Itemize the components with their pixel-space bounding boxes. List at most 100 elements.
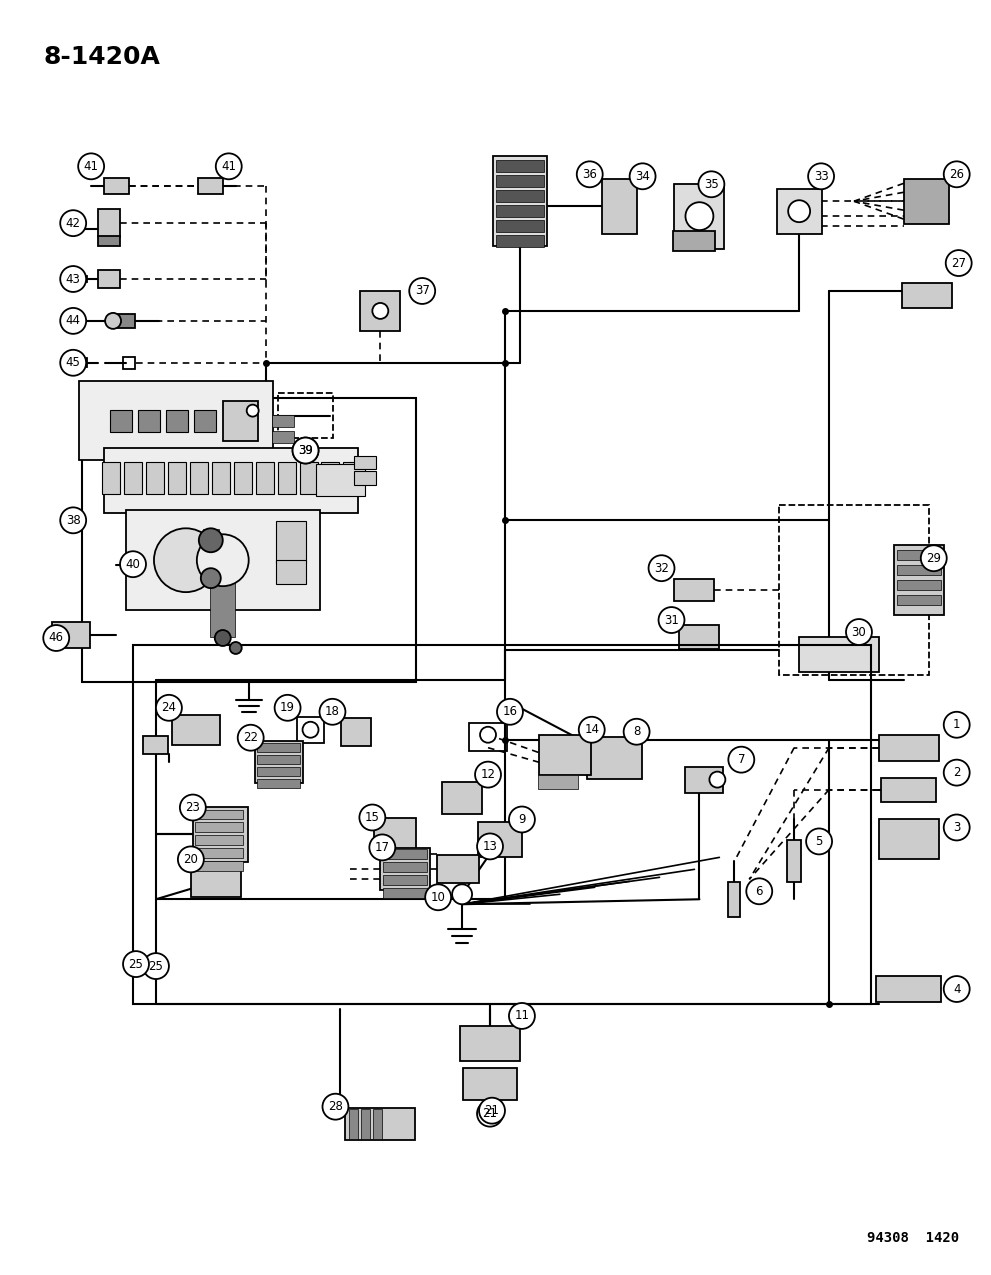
Bar [193, 807, 248, 862]
Text: 45: 45 [65, 356, 80, 370]
Bar [315, 464, 366, 496]
Circle shape [275, 695, 300, 720]
Circle shape [452, 885, 472, 904]
Bar [195, 862, 243, 871]
Circle shape [120, 551, 146, 578]
Text: 46: 46 [49, 631, 63, 644]
Circle shape [648, 555, 675, 581]
Bar [779, 505, 929, 674]
Circle shape [238, 724, 264, 751]
Bar [496, 205, 544, 217]
Bar [126, 510, 320, 609]
Circle shape [686, 203, 714, 231]
Circle shape [60, 210, 86, 236]
Bar [799, 638, 879, 672]
Circle shape [319, 699, 346, 724]
Circle shape [497, 699, 523, 724]
Text: 2: 2 [953, 766, 960, 779]
Circle shape [943, 162, 969, 187]
Bar [98, 270, 120, 288]
Bar [787, 840, 801, 882]
Text: 25: 25 [129, 958, 144, 970]
Bar [104, 448, 358, 513]
Text: 25: 25 [149, 960, 164, 973]
Bar [905, 179, 949, 223]
Circle shape [945, 250, 971, 275]
Bar [897, 551, 940, 560]
Circle shape [746, 878, 772, 904]
Circle shape [201, 569, 221, 588]
Bar [296, 717, 324, 743]
Text: 18: 18 [325, 705, 340, 718]
Bar [258, 768, 300, 776]
Circle shape [292, 437, 318, 464]
Circle shape [943, 977, 969, 1002]
Circle shape [180, 794, 206, 821]
Bar [777, 189, 822, 233]
Bar [234, 463, 252, 495]
Circle shape [579, 717, 605, 743]
Text: 20: 20 [183, 853, 198, 866]
Text: 15: 15 [365, 811, 380, 824]
Circle shape [44, 625, 69, 652]
Bar [496, 190, 544, 203]
Circle shape [143, 954, 168, 979]
Text: 40: 40 [126, 557, 141, 571]
Text: 41: 41 [221, 159, 236, 173]
Text: 16: 16 [502, 705, 517, 718]
Bar [104, 179, 129, 194]
Bar [278, 393, 333, 439]
Bar [223, 400, 259, 441]
Circle shape [373, 303, 388, 319]
Bar [373, 1109, 382, 1139]
Bar [321, 463, 340, 495]
Bar [191, 866, 241, 898]
Circle shape [292, 437, 318, 464]
Circle shape [806, 829, 832, 854]
Circle shape [808, 163, 834, 189]
Circle shape [199, 528, 223, 552]
Bar [275, 521, 305, 564]
Text: 23: 23 [185, 801, 200, 813]
Bar [195, 810, 243, 820]
Bar [258, 743, 300, 752]
Bar [195, 822, 243, 833]
Bar [355, 455, 377, 469]
Text: 7: 7 [737, 754, 745, 766]
Bar [680, 625, 719, 649]
Bar [190, 463, 208, 495]
Bar [361, 291, 400, 330]
Text: 27: 27 [951, 256, 966, 269]
Text: 3: 3 [953, 821, 960, 834]
Circle shape [623, 719, 649, 745]
Text: 22: 22 [243, 732, 259, 745]
Bar [138, 409, 160, 431]
Circle shape [943, 760, 969, 785]
Bar [381, 848, 430, 890]
Bar [375, 819, 416, 850]
Circle shape [480, 727, 496, 743]
Circle shape [409, 278, 435, 303]
Circle shape [943, 711, 969, 738]
Text: 44: 44 [65, 315, 80, 328]
Bar [588, 737, 642, 779]
Bar [384, 889, 427, 899]
Bar [258, 755, 300, 764]
Text: 21: 21 [483, 1107, 497, 1121]
Circle shape [728, 747, 754, 773]
Circle shape [577, 162, 603, 187]
Text: 35: 35 [704, 177, 718, 191]
Circle shape [477, 834, 503, 859]
Bar [342, 718, 372, 746]
Bar [469, 723, 507, 751]
Text: 29: 29 [927, 552, 941, 565]
Bar [437, 856, 479, 884]
Circle shape [509, 1003, 535, 1029]
Bar [124, 463, 142, 495]
Text: 11: 11 [514, 1010, 529, 1023]
Bar [133, 645, 871, 1003]
Circle shape [370, 834, 395, 861]
Bar [897, 565, 940, 575]
Circle shape [230, 643, 242, 654]
Bar [344, 463, 362, 495]
